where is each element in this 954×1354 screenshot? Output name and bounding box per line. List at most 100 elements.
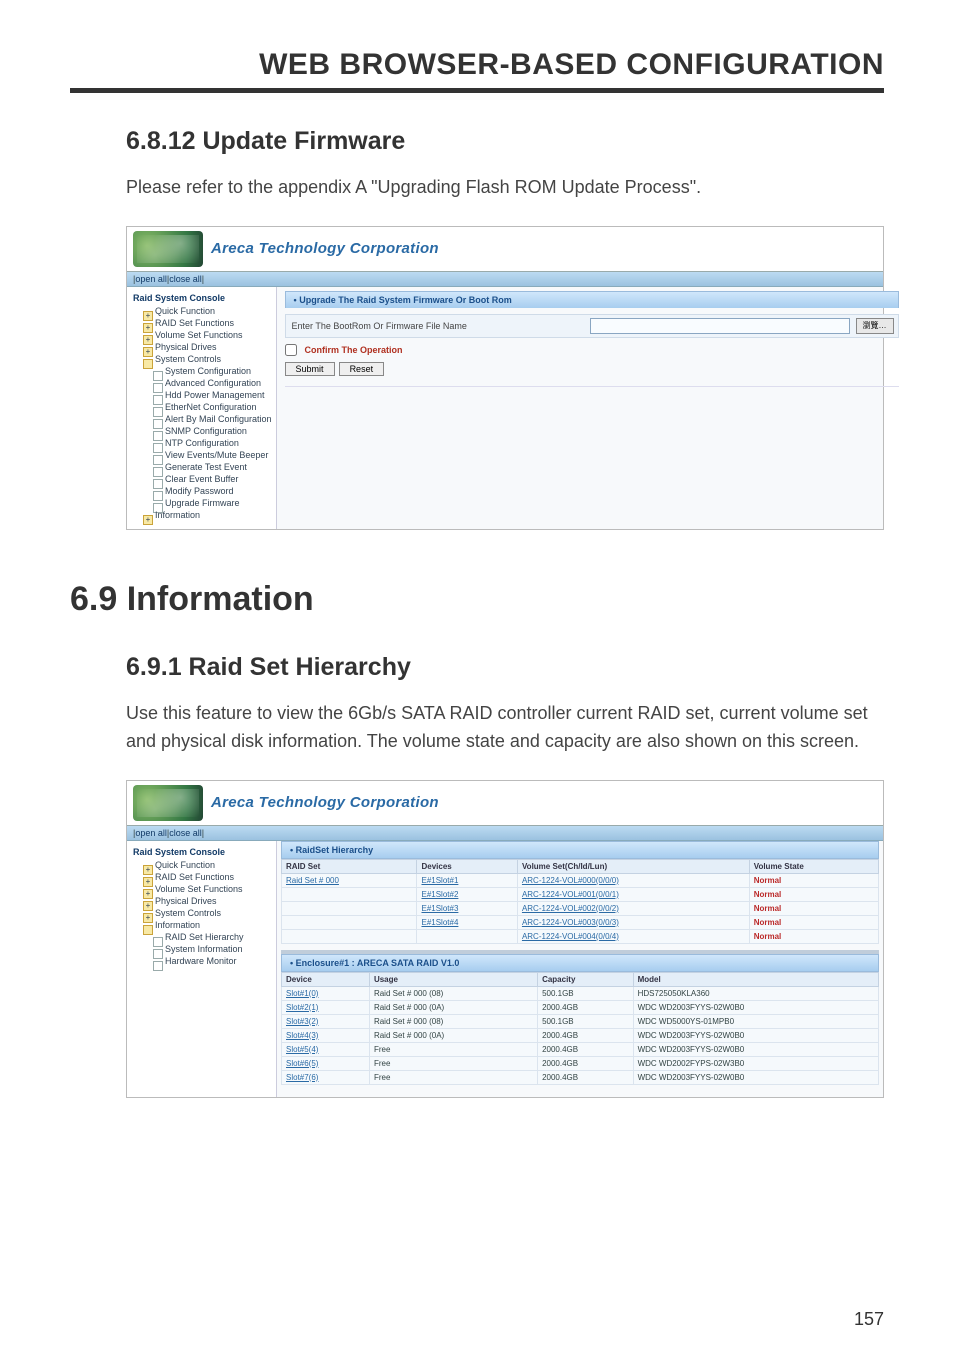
submit-button[interactable]: Submit <box>285 362 335 376</box>
areca-banner: Areca Technology Corporation <box>127 227 883 272</box>
tree-item[interactable]: Volume Set Functions <box>143 329 272 341</box>
screenshot-upgrade-firmware: Areca Technology Corporation |open all|c… <box>126 226 884 530</box>
table-row: Slot#5(4)Free2000.4GBWDC WD2003FYYS-02W0… <box>282 1042 879 1056</box>
tree-item[interactable]: RAID Set Functions <box>143 871 272 883</box>
table-cell: Free <box>369 1056 537 1070</box>
table-cell: E#1Slot#1 <box>417 873 517 887</box>
body-6-9-1: Use this feature to view the 6Gb/s SATA … <box>126 700 884 756</box>
table-header: RAID Set <box>282 859 417 873</box>
table-cell: Free <box>369 1042 537 1056</box>
table-header: Usage <box>369 972 537 986</box>
tree-item[interactable]: RAID Set Functions <box>143 317 272 329</box>
tree-item[interactable]: System Information <box>153 943 272 955</box>
table-cell: ARC-1224-VOL#002(0/0/2) <box>517 901 749 915</box>
raidset-hierarchy-title: • RaidSet Hierarchy <box>281 841 879 859</box>
table-cell: Raid Set # 000 (0A) <box>369 1028 537 1042</box>
table-cell: Normal <box>749 901 878 915</box>
table-cell <box>282 901 417 915</box>
table-cell <box>282 929 417 943</box>
tree-item[interactable]: Generate Test Event <box>153 461 272 473</box>
tree-item[interactable]: System Controls <box>143 907 272 919</box>
table-cell: WDC WD2002FYPS-02W3B0 <box>633 1056 878 1070</box>
tree-item[interactable]: Hardware Monitor <box>153 955 272 967</box>
table-cell: WDC WD2003FYYS-02W0B0 <box>633 1028 878 1042</box>
tree-item[interactable]: View Events/Mute Beeper <box>153 449 272 461</box>
tree-item[interactable]: Alert By Mail Configuration <box>153 413 272 425</box>
table-cell <box>282 915 417 929</box>
tree-root[interactable]: Raid System Console <box>133 847 272 857</box>
page-number: 157 <box>854 1309 884 1330</box>
file-row: Enter The BootRom Or Firmware File Name … <box>285 314 899 338</box>
table-row: E#1Slot#2ARC-1224-VOL#001(0/0/1)Normal <box>282 887 879 901</box>
content-pane: • RaidSet Hierarchy RAID SetDevicesVolum… <box>277 841 883 1097</box>
tree-information[interactable]: Information <box>143 919 272 931</box>
brand-text: Areca Technology Corporation <box>211 794 439 811</box>
tree-item[interactable]: Hdd Power Management <box>153 389 272 401</box>
table-cell: E#1Slot#2 <box>417 887 517 901</box>
areca-logo-icon <box>133 231 203 267</box>
table-cell: 500.1GB <box>538 986 634 1000</box>
table-cell: 2000.4GB <box>538 1042 634 1056</box>
tree-item[interactable]: EtherNet Configuration <box>153 401 272 413</box>
heading-6-9: 6.9 Information <box>70 580 884 619</box>
table-row: Slot#3(2)Raid Set # 000 (08)500.1GBWDC W… <box>282 1014 879 1028</box>
table-cell: Slot#1(0) <box>282 986 370 1000</box>
close-all-link[interactable]: close all <box>169 828 202 838</box>
tree-item[interactable]: Physical Drives <box>143 895 272 907</box>
tree-information[interactable]: Information <box>143 509 272 521</box>
table-cell: 2000.4GB <box>538 1000 634 1014</box>
table-cell: ARC-1224-VOL#000(0/0/0) <box>517 873 749 887</box>
table-cell: ARC-1224-VOL#004(0/0/4) <box>517 929 749 943</box>
close-all-link[interactable]: close all <box>169 274 202 284</box>
tree-item[interactable]: NTP Configuration <box>153 437 272 449</box>
table-cell: Free <box>369 1070 537 1084</box>
table-cell <box>417 929 517 943</box>
page-title: WEB BROWSER-BASED CONFIGURATION <box>70 48 884 93</box>
table-cell: Normal <box>749 915 878 929</box>
tree-item[interactable]: System Configuration <box>153 365 272 377</box>
table-cell: Slot#7(6) <box>282 1070 370 1084</box>
table-cell: 2000.4GB <box>538 1070 634 1084</box>
open-all-link[interactable]: open all <box>135 828 167 838</box>
table-cell: E#1Slot#3 <box>417 901 517 915</box>
table-row: Slot#7(6)Free2000.4GBWDC WD2003FYYS-02W0… <box>282 1070 879 1084</box>
table-header: Devices <box>417 859 517 873</box>
tree-item[interactable]: Physical Drives <box>143 341 272 353</box>
table-cell: WDC WD2003FYYS-02W0B0 <box>633 1070 878 1084</box>
table-row: Slot#6(5)Free2000.4GBWDC WD2002FYPS-02W3… <box>282 1056 879 1070</box>
tree-item[interactable]: Quick Function <box>143 859 272 871</box>
tree-item[interactable]: SNMP Configuration <box>153 425 272 437</box>
table-cell: Raid Set # 000 (08) <box>369 1014 537 1028</box>
tree-item[interactable]: Upgrade Firmware <box>153 497 272 509</box>
tree-item[interactable]: Modify Password <box>153 485 272 497</box>
tree-item[interactable]: RAID Set Hierarchy <box>153 931 272 943</box>
table-header: Device <box>282 972 370 986</box>
tree-item[interactable]: Quick Function <box>143 305 272 317</box>
table-cell: 2000.4GB <box>538 1056 634 1070</box>
content-pane: • Upgrade The Raid System Firmware Or Bo… <box>277 287 907 529</box>
table-row: Slot#4(3)Raid Set # 000 (0A)2000.4GBWDC … <box>282 1028 879 1042</box>
body-6-8-12: Please refer to the appendix A "Upgradin… <box>126 174 884 202</box>
file-label: Enter The BootRom Or Firmware File Name <box>286 317 586 335</box>
table-header: Capacity <box>538 972 634 986</box>
areca-banner: Areca Technology Corporation <box>127 781 883 826</box>
table-cell: Raid Set # 000 (08) <box>369 986 537 1000</box>
reset-button[interactable]: Reset <box>339 362 385 376</box>
tree-root[interactable]: Raid System Console <box>133 293 272 303</box>
open-all-link[interactable]: open all <box>135 274 167 284</box>
enclosure-title: • Enclosure#1 : ARECA SATA RAID V1.0 <box>281 954 879 972</box>
table-cell: ARC-1224-VOL#001(0/0/1) <box>517 887 749 901</box>
browse-button[interactable]: 瀏覽… <box>856 318 894 334</box>
upgrade-section-title: • Upgrade The Raid System Firmware Or Bo… <box>285 291 899 308</box>
table-cell: Slot#6(5) <box>282 1056 370 1070</box>
tree-item[interactable]: Clear Event Buffer <box>153 473 272 485</box>
confirm-checkbox[interactable] <box>285 344 297 356</box>
table-cell: Slot#4(3) <box>282 1028 370 1042</box>
screenshot-raidset-hierarchy: Areca Technology Corporation |open all|c… <box>126 780 884 1098</box>
table-row: Raid Set # 000E#1Slot#1ARC-1224-VOL#000(… <box>282 873 879 887</box>
firmware-file-input[interactable] <box>590 318 850 334</box>
tree-item[interactable]: Volume Set Functions <box>143 883 272 895</box>
tree-item[interactable]: Advanced Configuration <box>153 377 272 389</box>
tree-system-controls[interactable]: System Controls <box>143 353 272 365</box>
table-cell: Raid Set # 000 (0A) <box>369 1000 537 1014</box>
